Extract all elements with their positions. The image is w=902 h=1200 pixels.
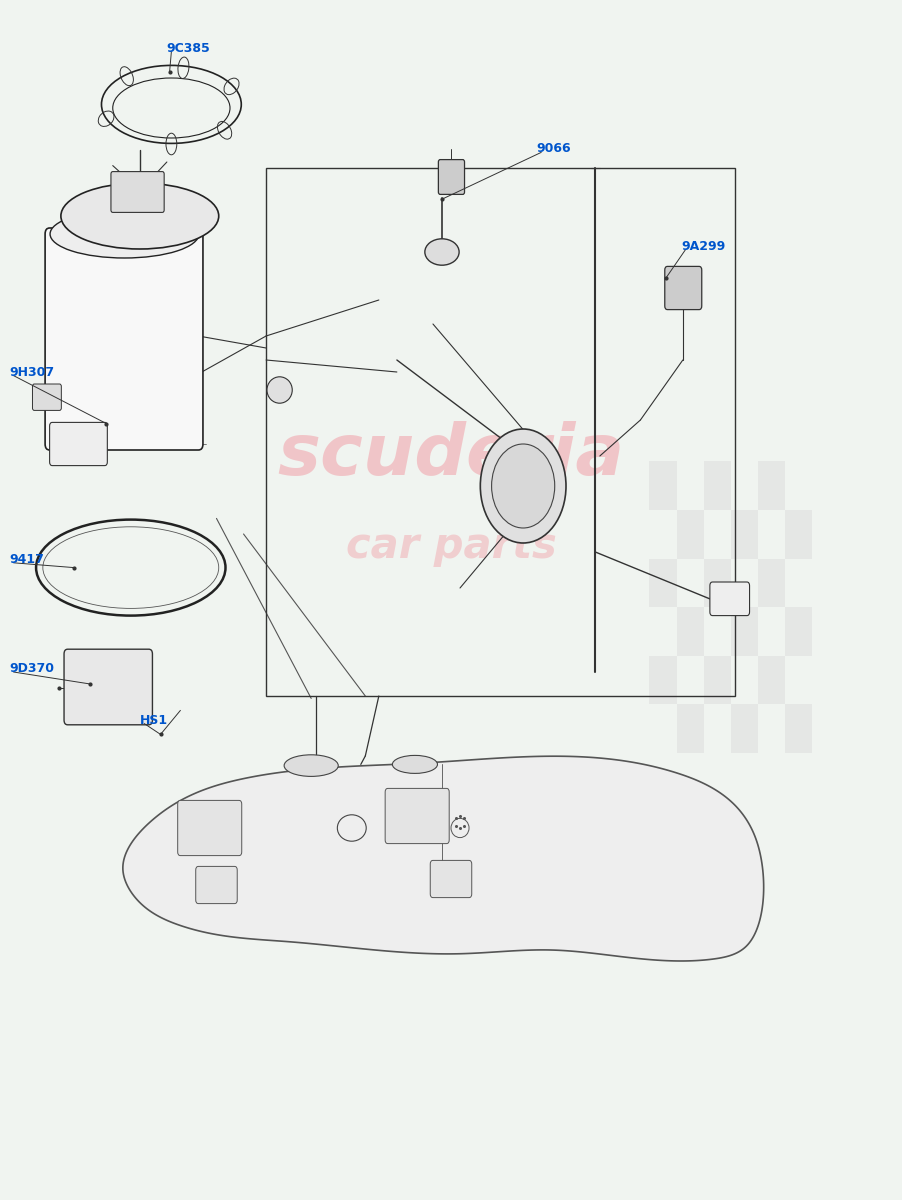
Bar: [649, 461, 676, 510]
FancyBboxPatch shape: [178, 800, 242, 856]
Bar: [676, 510, 704, 559]
Bar: [785, 510, 812, 559]
FancyBboxPatch shape: [438, 160, 465, 194]
Text: 9066: 9066: [537, 143, 571, 155]
Bar: [731, 607, 758, 655]
Bar: [758, 559, 785, 607]
Bar: [704, 461, 731, 510]
Ellipse shape: [480, 428, 566, 542]
FancyBboxPatch shape: [710, 582, 750, 616]
Text: scuderia: scuderia: [278, 421, 624, 491]
Bar: [704, 559, 731, 607]
FancyBboxPatch shape: [111, 172, 164, 212]
Text: car parts: car parts: [345, 526, 557, 566]
Bar: [758, 655, 785, 704]
Text: 9417: 9417: [9, 553, 44, 565]
Text: 9A299: 9A299: [681, 240, 725, 252]
Polygon shape: [123, 756, 764, 961]
Bar: [785, 607, 812, 655]
Ellipse shape: [425, 239, 459, 265]
Ellipse shape: [60, 184, 219, 250]
Bar: [758, 461, 785, 510]
Bar: [649, 559, 676, 607]
Bar: [676, 607, 704, 655]
Bar: [649, 655, 676, 704]
Ellipse shape: [267, 377, 292, 403]
FancyBboxPatch shape: [45, 228, 203, 450]
Ellipse shape: [492, 444, 555, 528]
Ellipse shape: [51, 210, 199, 258]
Bar: [731, 510, 758, 559]
Text: HS1: HS1: [140, 714, 168, 726]
FancyBboxPatch shape: [64, 649, 152, 725]
Text: 9C385: 9C385: [167, 42, 211, 54]
FancyBboxPatch shape: [32, 384, 61, 410]
FancyBboxPatch shape: [385, 788, 449, 844]
FancyBboxPatch shape: [196, 866, 237, 904]
Bar: [704, 655, 731, 704]
FancyBboxPatch shape: [430, 860, 472, 898]
Bar: [676, 704, 704, 754]
Bar: [266, 168, 735, 696]
Bar: [785, 704, 812, 754]
Ellipse shape: [392, 756, 437, 774]
Ellipse shape: [284, 755, 338, 776]
FancyBboxPatch shape: [665, 266, 702, 310]
Bar: [731, 704, 758, 754]
Text: 9D370: 9D370: [9, 662, 54, 674]
FancyBboxPatch shape: [50, 422, 107, 466]
Text: 9H307: 9H307: [9, 366, 54, 378]
